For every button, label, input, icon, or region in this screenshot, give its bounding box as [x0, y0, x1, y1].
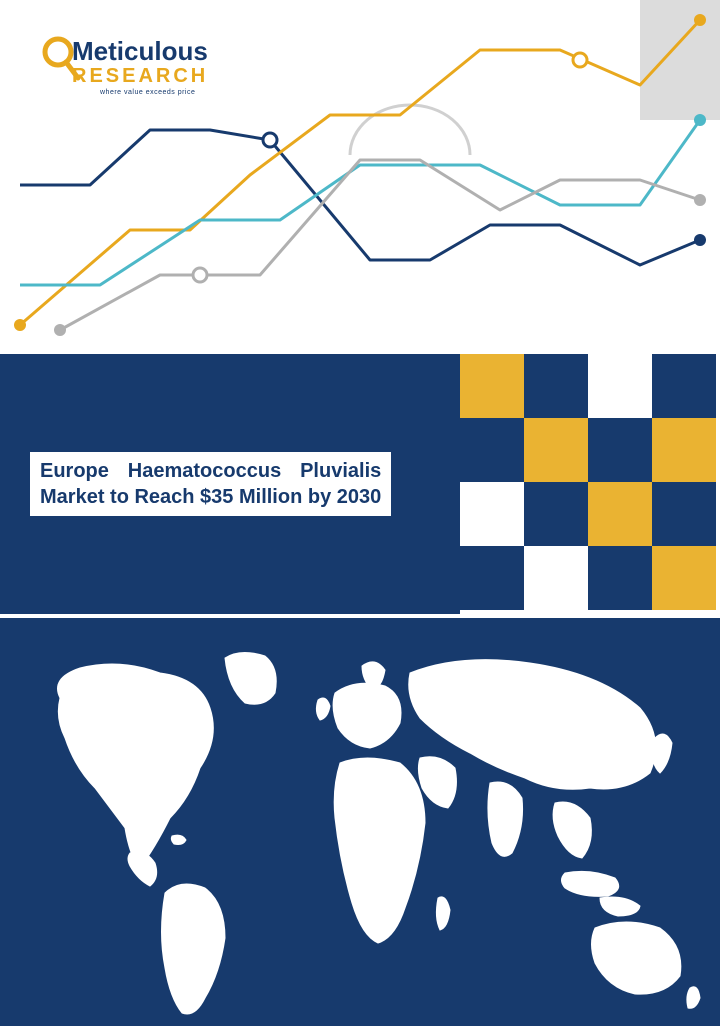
- grid-cell: [652, 482, 716, 546]
- report-title-line1: Europe Haematococcus Pluvialis: [40, 458, 381, 484]
- svg-text:Meticulous: Meticulous: [72, 36, 208, 66]
- world-map-section: [0, 618, 720, 1026]
- grid-cell: [588, 482, 652, 546]
- grid-cell: [460, 546, 524, 610]
- logo-svg: Meticulous RESEARCH where value exceeds …: [40, 30, 240, 110]
- grid-cell: [588, 546, 652, 610]
- grid-cell: [652, 546, 716, 610]
- world-map: [0, 618, 720, 1026]
- grid-cell: [524, 418, 588, 482]
- title-panel: Europe Haematococcus Pluvialis Market to…: [0, 354, 460, 614]
- svg-text:RESEARCH: RESEARCH: [72, 65, 208, 87]
- grid-cell: [652, 418, 716, 482]
- grid-cell: [652, 354, 716, 418]
- grid-cell: [460, 482, 524, 546]
- chart-section: Meticulous RESEARCH where value exceeds …: [0, 0, 720, 350]
- report-title-line2: Market to Reach $35 Million by 2030: [40, 484, 381, 510]
- svg-text:where value exceeds price: where value exceeds price: [99, 89, 195, 96]
- grid-cell: [524, 354, 588, 418]
- grid-cell: [524, 482, 588, 546]
- grid-cell: [460, 354, 524, 418]
- title-box: Europe Haematococcus Pluvialis Market to…: [30, 452, 391, 516]
- grid-cell: [460, 418, 524, 482]
- grid-cell: [588, 418, 652, 482]
- title-section: Europe Haematococcus Pluvialis Market to…: [0, 354, 720, 614]
- decorative-grid: [460, 354, 720, 614]
- grid-cell: [588, 354, 652, 418]
- company-logo: Meticulous RESEARCH where value exceeds …: [40, 30, 240, 115]
- grid-cell: [524, 546, 588, 610]
